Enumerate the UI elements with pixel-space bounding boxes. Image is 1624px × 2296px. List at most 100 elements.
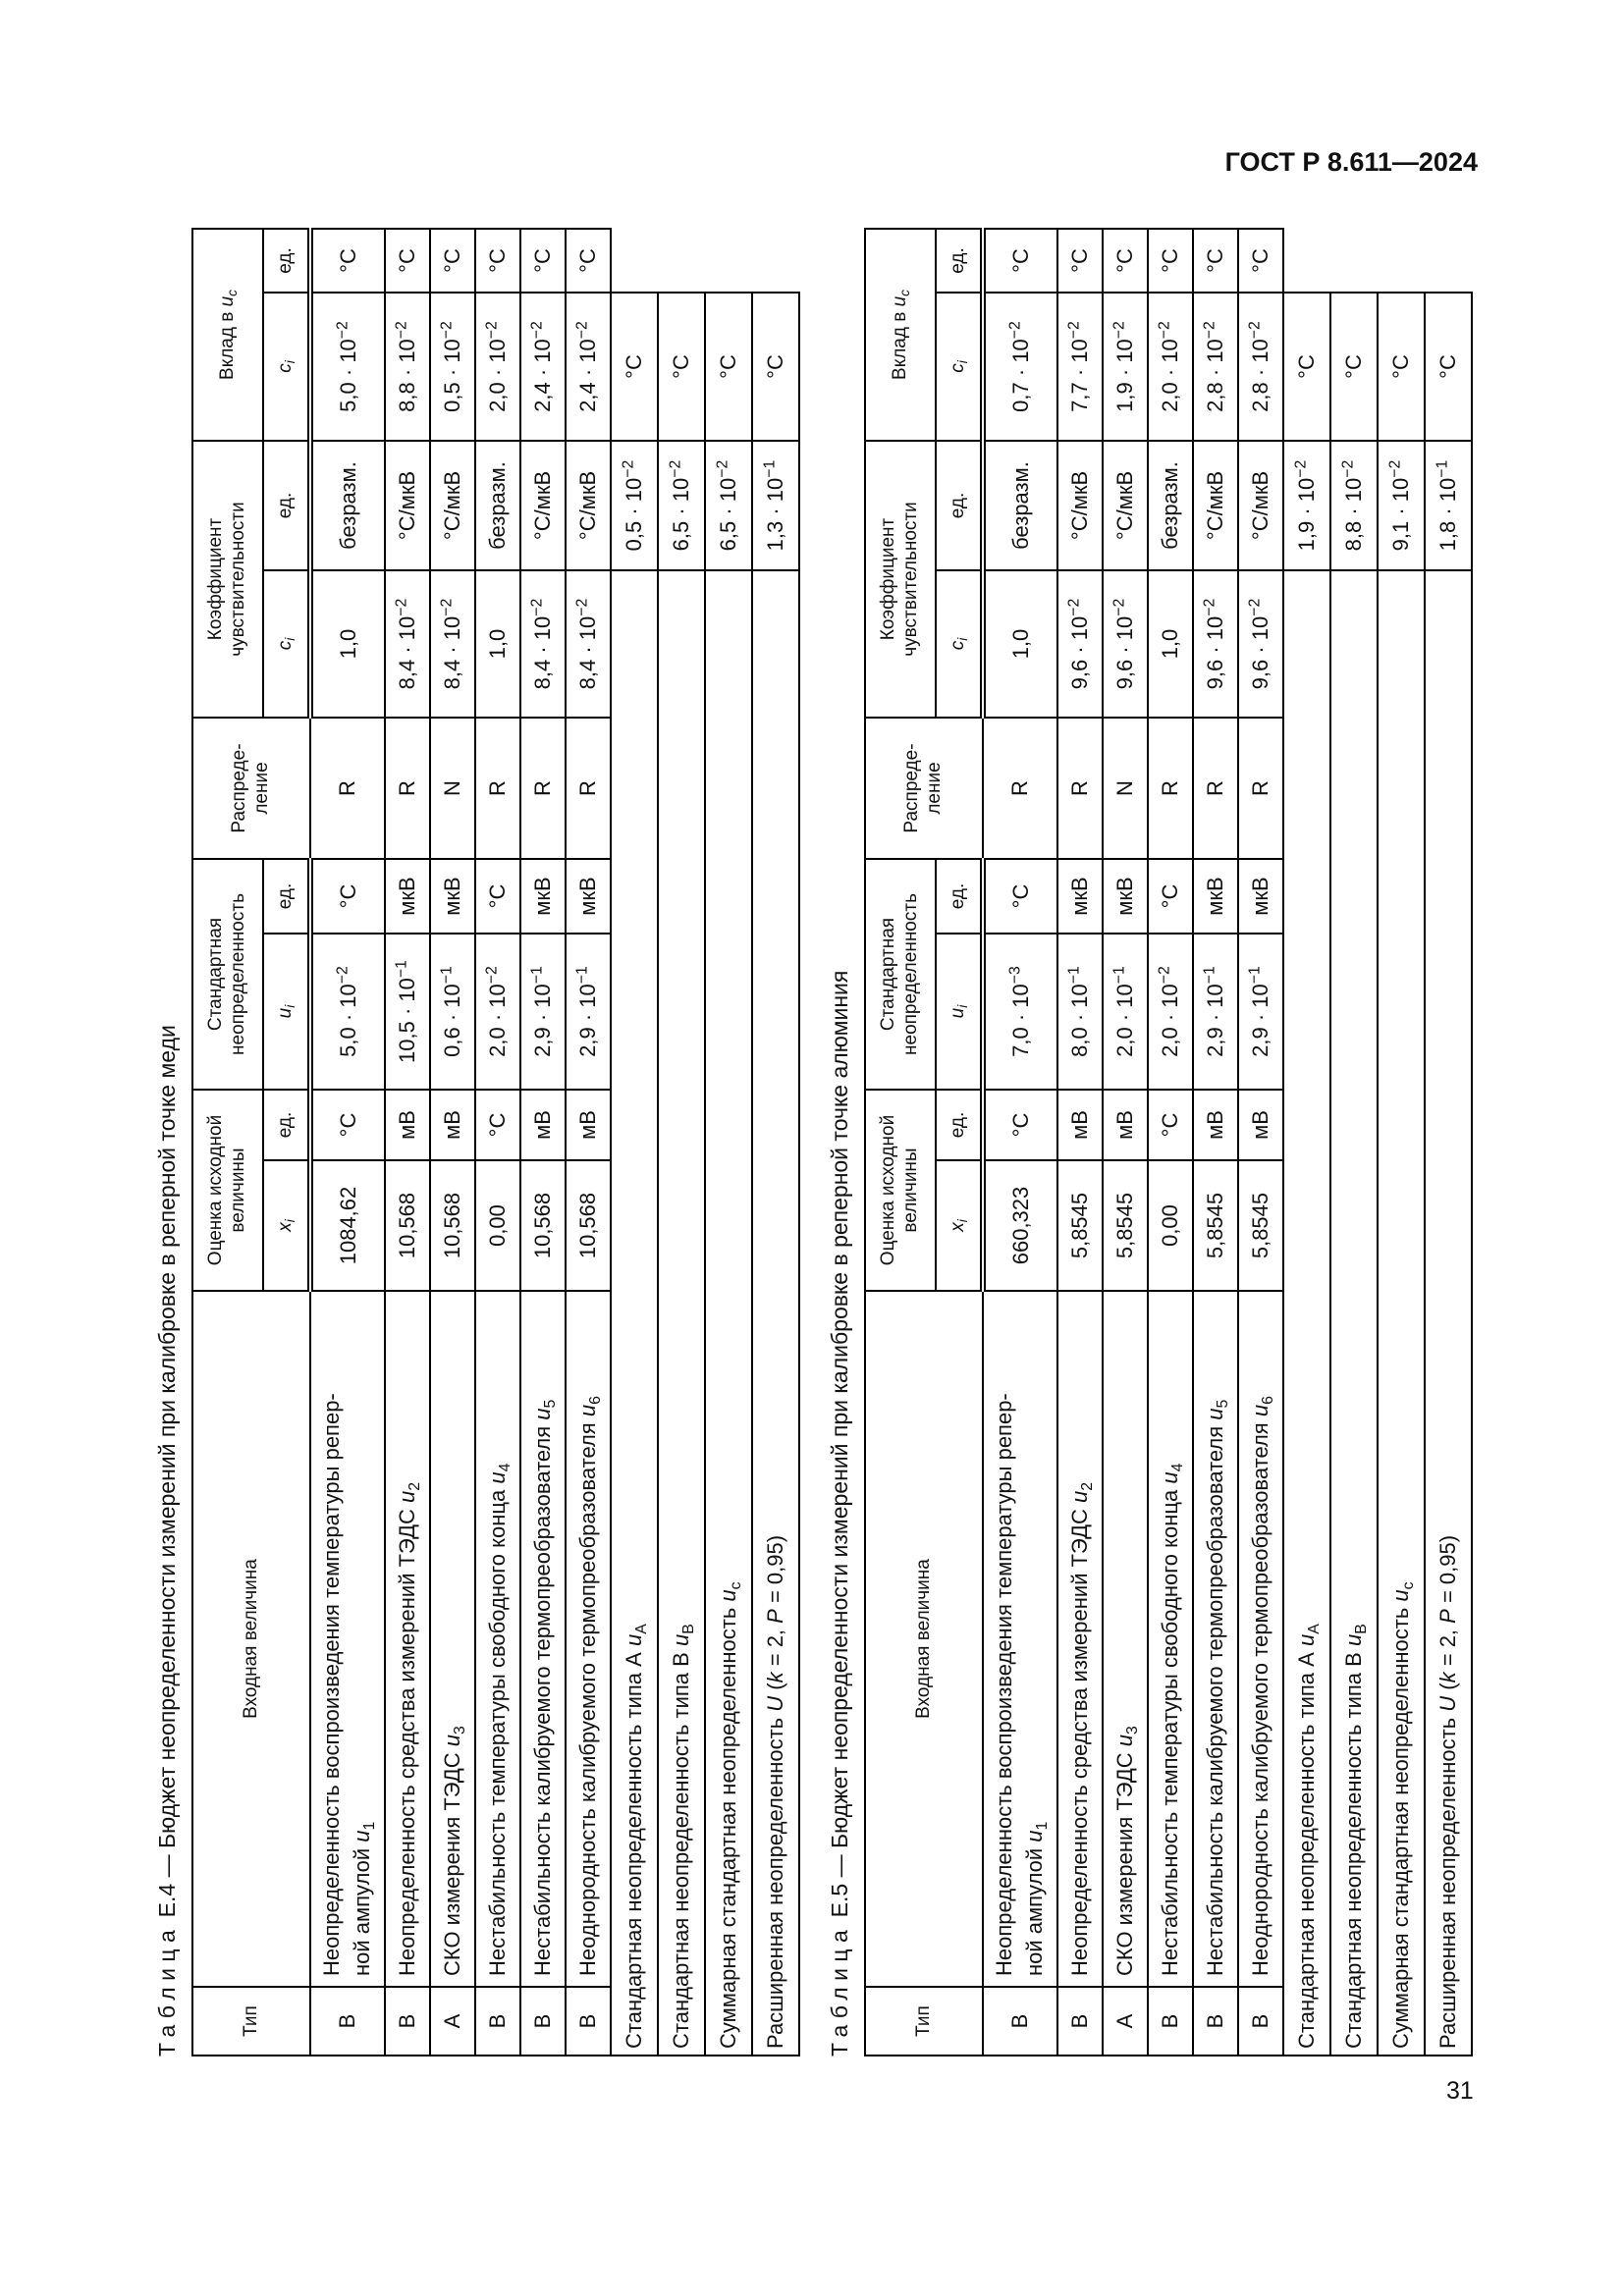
text-segment: Нестабильность калибруемого термопреобра… (1202, 1419, 1227, 1976)
text-segment: u (1022, 1830, 1047, 1842)
text-segment: u (274, 1007, 296, 1019)
type-cell: В (1193, 1987, 1238, 2056)
value-exponent: −1 (1433, 459, 1450, 478)
header-type: Тип (192, 1987, 310, 2056)
std-uncertainty-unit-cell: °C (1148, 859, 1193, 934)
value-mantissa: 2,4 · 10 (529, 339, 555, 412)
value-mantissa: 5,0 · 10 (335, 984, 360, 1057)
estimate-unit-cell: °C (475, 1090, 520, 1160)
std-uncertainty-cell: 7,0 · 10−3 (983, 934, 1057, 1090)
distribution-cell: R (475, 718, 520, 859)
header-input-quantity: Входная величина (192, 1291, 310, 1987)
sensitivity-unit-cell: безразм. (310, 440, 385, 570)
summary-unit-cell: °C (1330, 292, 1378, 441)
table-body: В Неопределенность воспроизведения темпер… (310, 228, 799, 2056)
document-code: ГОСТ Р 8.611—2024 (1224, 147, 1478, 177)
header-input-quantity: Входная величина (865, 1291, 983, 1987)
header-standard-uncertainty: Стандартная неопределенность (865, 859, 936, 1090)
table-row: В Неопределенность средства измерений ТЭД… (1057, 228, 1103, 2056)
value-mantissa: 2,9 · 10 (574, 984, 600, 1057)
text-segment: ной ампулой (350, 1842, 374, 1976)
contribution-unit-cell: °C (385, 228, 430, 293)
type-cell: В (310, 1987, 385, 2056)
text-segment: k (1435, 1672, 1460, 1683)
header-ui: ui (263, 934, 310, 1090)
input-quantity-cell: Неопределенность воспроизведения темпера… (310, 1291, 385, 1987)
text-segment: = 2, (762, 1623, 787, 1673)
table-row: В Неопределенность воспроизведения темпер… (983, 228, 1057, 2056)
text-segment: u (439, 1734, 464, 1747)
estimate-unit-cell: мВ (520, 1090, 566, 1160)
table-caption: Таблица Е.4 — Бюджет неопределенности из… (145, 230, 191, 2056)
distribution-cell: R (566, 718, 611, 859)
value-mantissa: 8,8 · 10 (1340, 477, 1366, 552)
text-segment: величины (228, 1148, 248, 1233)
summary-unit-cell: °C (752, 292, 799, 441)
summary-contribution-cell: 6,5 · 10−2 (705, 440, 752, 570)
estimate-unit-cell: °C (310, 1090, 385, 1160)
sensitivity-cell: 8,4 · 10−2 (520, 570, 566, 718)
value-exponent: −2 (1155, 966, 1172, 985)
summary-row: Суммарная стандартная неопределенность u… (1378, 229, 1425, 2056)
input-quantity-cell: Неопределенность средства измерений ТЭДС… (385, 1291, 430, 1987)
value-exponent: −2 (437, 598, 455, 616)
summary-contribution-cell: 1,9 · 10−2 (1283, 440, 1330, 570)
distribution-cell: R (1148, 718, 1193, 859)
std-uncertainty-unit-cell: мкВ (520, 859, 566, 934)
contribution-cell: 2,0 · 10−2 (475, 292, 520, 441)
value-exponent: −2 (713, 459, 731, 478)
value-exponent: −2 (527, 598, 545, 616)
text-segment: u (889, 295, 910, 307)
value-exponent: −1 (1064, 966, 1082, 985)
value-exponent: −2 (1291, 459, 1309, 478)
contribution-unit-cell: °C (1193, 228, 1238, 293)
contribution-cell: 2,0 · 10−2 (1148, 292, 1193, 441)
text-segment: c (274, 640, 296, 651)
value-mantissa: 9,6 · 10 (1111, 615, 1137, 690)
header-contribution: Вклад в uc (865, 228, 936, 441)
contribution-cell: 2,4 · 10−2 (566, 292, 611, 441)
contribution-cell: 2,4 · 10−2 (520, 292, 566, 441)
text-segment: ед. (947, 1111, 968, 1139)
type-cell: В (385, 1987, 430, 2056)
summary-row: Стандартная неопределенность типа В uВ 6,… (658, 229, 705, 2056)
header-unit: ед. (936, 1090, 983, 1160)
value-mantissa: 8,4 · 10 (394, 615, 419, 690)
value-exponent: −2 (1110, 321, 1127, 340)
caption-label: Таблица (827, 1923, 852, 2056)
value-mantissa: 7,7 · 10 (1066, 339, 1092, 412)
sensitivity-cell: 1,0 (983, 570, 1057, 718)
type-cell: В (1057, 1987, 1103, 2056)
header-contribution: Вклад в uc (192, 228, 263, 441)
text-segment: Входная величина (912, 1559, 934, 1719)
std-uncertainty-unit-cell: мкВ (1103, 859, 1148, 934)
input-quantity-cell: Неоднородность калибруемого термопреобра… (1238, 1291, 1283, 1987)
header-unit: ед. (936, 859, 983, 934)
estimate-value-cell: 5,8545 (1057, 1160, 1103, 1291)
header-ci: ci (263, 570, 310, 718)
sensitivity-unit-cell: °C/мкВ (566, 440, 611, 570)
std-uncertainty-cell: 2,9 · 10−1 (1193, 934, 1238, 1090)
value-exponent: −2 (1110, 598, 1127, 616)
text-segment: Нестабильность температуры свободного ко… (484, 1483, 510, 1976)
contribution-unit-cell: °C (1238, 228, 1283, 293)
sensitivity-unit-cell: °C/мкВ (520, 440, 566, 570)
estimate-value-cell: 10,568 (385, 1160, 430, 1291)
text-segment: ед. (274, 882, 296, 910)
value-mantissa: 2,0 · 10 (1157, 339, 1182, 412)
text-segment: u (1202, 1408, 1227, 1420)
text-segment: ление (251, 762, 272, 815)
value-exponent: −1 (437, 966, 455, 985)
distribution-cell: R (1193, 718, 1238, 859)
text-segment: ной ампулой (1022, 1842, 1047, 1976)
std-uncertainty-cell: 2,0 · 10−1 (1103, 934, 1148, 1090)
value-exponent: −2 (333, 966, 351, 985)
subscript: c (727, 1581, 744, 1590)
value-exponent: −2 (482, 321, 500, 340)
text-segment: Распреде- (901, 743, 923, 833)
text-segment: ( (1435, 1682, 1460, 1696)
header-distribution: Распреде-ление (192, 718, 310, 859)
value-mantissa: 2,0 · 10 (484, 984, 510, 1057)
subscript: А (632, 1624, 650, 1634)
summary-unit-cell: °C (658, 292, 705, 441)
